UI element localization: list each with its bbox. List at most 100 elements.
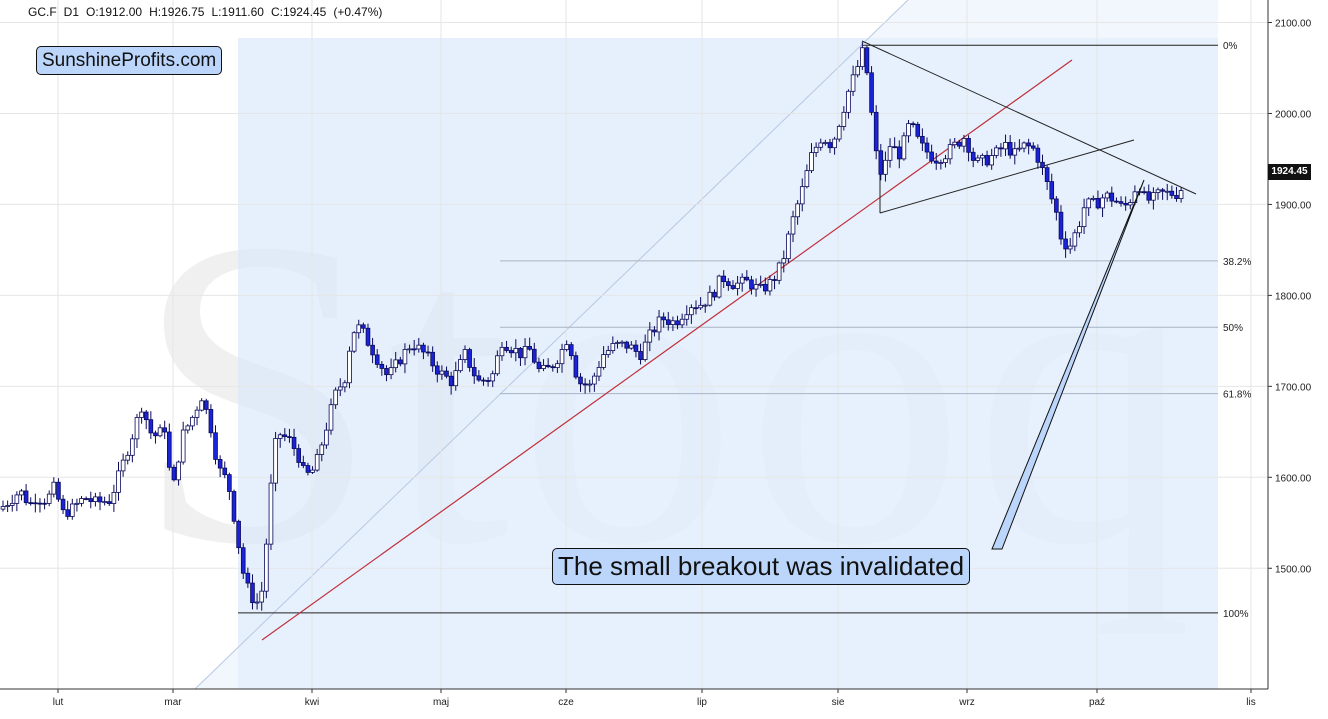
candle-body-145: [670, 320, 676, 325]
candle-body-255: [1178, 190, 1184, 199]
candle-body-63: [291, 436, 297, 449]
candle-body-204: [943, 158, 948, 164]
candle-body-190: [878, 150, 884, 175]
candle-body-94: [434, 365, 440, 375]
close-value: C:1924.45: [270, 5, 327, 19]
candle-body-56: [259, 590, 265, 603]
candle-body-122: [564, 344, 569, 350]
symbol: GC.F: [28, 5, 57, 19]
candle-body-47: [217, 459, 223, 469]
candle-body-52: [240, 547, 246, 574]
candle-body-97: [448, 375, 454, 387]
candle-body-0: [0, 506, 6, 510]
candle-body-67: [310, 469, 315, 473]
candle-body-74: [342, 382, 348, 388]
candle-body-223: [1030, 145, 1036, 149]
candle-body-84: [388, 367, 394, 376]
candle-body-45: [208, 409, 214, 434]
annotation-pointer: [991, 179, 1145, 550]
candle-body-20: [93, 496, 98, 502]
candle-body-5: [23, 490, 29, 504]
candle-body-68: [314, 454, 320, 471]
candle-body-125: [578, 376, 583, 385]
candle-body-134: [619, 341, 625, 344]
candle-body-163: [753, 284, 759, 290]
candle-body-185: [855, 66, 860, 76]
fib-label-38.2%: 38.2%: [1223, 257, 1251, 268]
candle-body-239: [1104, 192, 1110, 199]
candle-body-216: [998, 147, 1004, 150]
candle-body-175: [809, 152, 814, 172]
last-price-tag: 1924.45: [1268, 164, 1311, 180]
candle-body-226: [1044, 167, 1050, 182]
candle-body-187: [864, 47, 870, 74]
candle-body-115: [532, 348, 537, 363]
candle-body-8: [37, 502, 43, 505]
candle-body-232: [1072, 232, 1078, 247]
candle-body-235: [1086, 198, 1092, 209]
fibonacci-zone: [194, 0, 1218, 690]
candle-body-209: [966, 138, 971, 153]
candle-body-197: [910, 123, 916, 126]
candle-body-142: [656, 316, 662, 333]
candle-body-179: [827, 142, 833, 149]
candle-body-41: [190, 416, 195, 427]
candle-body-144: [665, 319, 671, 325]
candle-body-242: [1118, 201, 1124, 204]
candle-body-247: [1141, 191, 1147, 194]
candle-body-14: [65, 509, 70, 517]
candle-body-194: [896, 146, 902, 160]
candle-body-253: [1169, 190, 1175, 196]
candle-body-132: [610, 343, 616, 351]
candle-body-238: [1100, 197, 1105, 209]
candle-body-95: [439, 370, 445, 375]
candle-body-146: [675, 320, 680, 326]
candle-body-141: [652, 329, 657, 333]
candle-body-24: [111, 491, 117, 504]
candle-body-91: [421, 344, 426, 353]
candle-body-31: [143, 411, 149, 421]
candle-body-51: [236, 520, 241, 549]
fib-label-50%: 50%: [1223, 323, 1243, 334]
candle-body-93: [430, 351, 435, 367]
candle-body-167: [772, 279, 777, 281]
candle-body-11: [51, 481, 57, 495]
candle-body-143: [661, 316, 666, 321]
candle-body-18: [83, 498, 89, 500]
y-tick-label-1700.00: 1700.00: [1275, 382, 1312, 393]
interval: D1: [63, 5, 80, 19]
candle-body-55: [254, 601, 260, 604]
candle-body-107: [495, 355, 500, 375]
candle-body-124: [573, 355, 579, 378]
candle-body-70: [324, 429, 329, 446]
candle-body-32: [148, 419, 154, 434]
candle-body-34: [157, 427, 163, 437]
candle-body-77: [356, 324, 362, 334]
fib-label-0%: 0%: [1223, 41, 1238, 52]
candle-body-227: [1049, 181, 1055, 200]
candle-body-16: [74, 502, 80, 505]
change-value: (+0.47%): [333, 5, 383, 19]
candle-body-86: [398, 359, 403, 365]
candle-body-157: [726, 281, 731, 286]
candle-body-233: [1077, 226, 1082, 234]
candle-body-250: [1155, 189, 1161, 193]
candle-body-140: [647, 329, 653, 343]
candle-body-183: [846, 90, 851, 113]
candle-body-221: [1021, 142, 1027, 149]
candle-body-26: [120, 459, 126, 472]
candle-body-211: [975, 157, 981, 161]
candle-body-121: [559, 349, 565, 365]
candle-body-148: [684, 314, 690, 320]
candle-body-149: [689, 307, 694, 316]
candle-body-150: [693, 307, 699, 310]
candle-body-101: [467, 349, 472, 368]
candle-body-3: [14, 494, 20, 504]
x-tick-label-mar: mar: [164, 697, 182, 708]
candle-body-27: [125, 454, 131, 461]
candle-body-71: [328, 404, 334, 431]
chart-annotation: The small breakout was invalidated: [552, 548, 971, 585]
open-value: O:1912.00: [86, 5, 143, 19]
candle-body-88: [407, 348, 412, 351]
candle-body-213: [984, 155, 990, 166]
